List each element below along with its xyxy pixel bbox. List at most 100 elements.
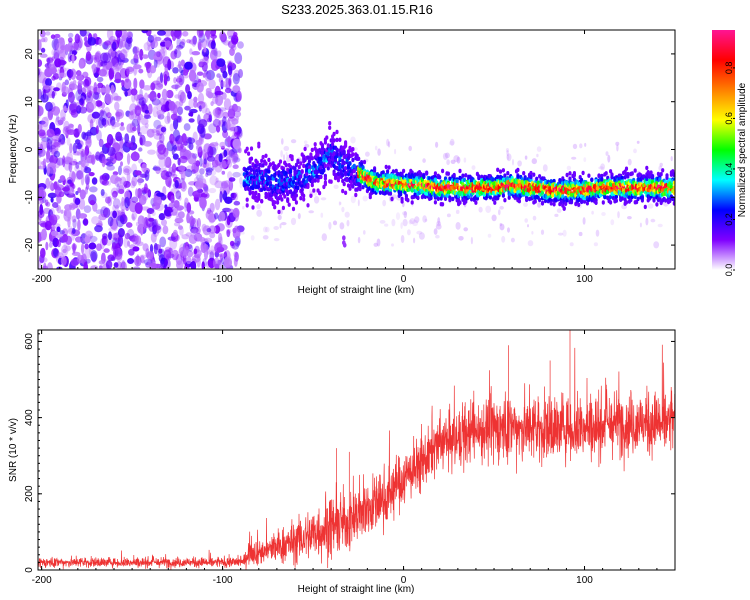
spectrogram-cell [226,119,231,131]
spectrogram-cell [54,127,61,136]
spectrogram-cell [117,228,125,238]
spectrogram-cell [352,163,356,169]
spectrogram-cell [645,165,649,171]
spectrogram-cell [522,171,526,176]
spectrogram-cell [184,168,193,178]
spectrogram-cell [210,101,214,107]
spectrogram-cell [99,88,108,93]
spectrogram-cell [339,169,343,174]
spectrogram-cell [84,246,92,259]
spectrogram-cell [56,157,65,166]
spectrogram-cell [501,193,505,198]
spectrogram-cell [302,193,306,198]
spectrogram-cell [164,40,172,48]
spectrogram-cell [118,185,125,194]
spectrogram-cell [532,190,536,195]
spectrogram-cell [75,191,79,195]
spectrogram-cell [162,56,171,68]
spectrogram-cell [146,208,155,214]
spectrogram-cell [516,174,520,179]
spectrogram-cell [565,198,569,203]
spectrogram-cell [88,90,93,96]
spectrogram-cell [313,142,317,147]
spectrogram-cell [174,101,181,109]
spectrogram-cell [124,133,130,144]
spectrogram-cell [152,166,161,171]
spectrogram-cell [536,180,540,186]
spectrogram-cell [191,36,197,47]
spectrogram-cell [316,178,320,183]
spectrogram-cell [46,128,55,138]
spectrogram-cell [216,125,221,133]
spectrogram-y-tick-label: -10 [24,190,35,205]
spectrogram-cell [609,200,613,205]
spectrogram-cell [344,166,348,171]
spectrogram-cell [39,53,48,58]
spectrogram-cell [218,107,227,112]
spectrogram-cell [214,180,224,189]
spectrogram-cell [40,121,49,132]
spectrogram-cell [175,254,183,266]
spectrogram-cell [99,174,108,185]
spectrogram-cell [195,227,201,235]
spectrogram-cell [152,55,162,60]
spectrogram-cell [529,174,533,180]
spectrogram-y-tick-label: 20 [24,48,35,60]
spectrogram-cell [153,57,158,69]
spectrogram-cell [451,196,455,202]
spectrogram-cell [593,242,599,247]
spectrogram-cell [95,100,103,107]
spectrogram-cell [121,79,125,88]
spectrogram-cell [218,77,223,84]
spectrogram-cell [94,51,100,61]
spectrogram-cell [133,64,142,70]
spectrogram-cell [524,155,528,160]
spectrogram-cell [196,255,201,268]
spectrogram-cell [221,170,226,175]
spectrogram-cell [212,118,221,128]
spectrogram-cell [387,165,391,170]
spectrogram-cell [623,170,627,175]
spectrogram-cell [620,175,624,181]
spectrogram-cell [338,201,341,206]
spectrogram-cell [66,129,76,136]
spectrogram-cell [152,34,158,44]
spectrogram-cell [377,148,381,156]
spectrogram-cell [319,174,323,180]
spectrogram-cell [448,141,455,146]
spectrogram-cell [125,222,133,228]
spectrogram-cell [98,219,102,227]
spectrogram-cell [137,115,141,125]
spectrogram-cell [170,113,178,121]
spectrogram-cell [474,200,478,205]
spectrogram-cell [636,196,640,202]
spectrogram-cell [250,235,255,241]
spectrogram-cell [162,47,167,58]
spectrogram-cell [216,223,225,232]
spectrogram-cell [313,163,317,168]
spectrogram-cell [538,174,542,179]
spectrogram-cell [346,219,350,227]
spectrogram-cell [470,236,473,245]
spectrogram-cell [98,69,108,77]
spectrogram-cell [62,228,68,237]
spectrogram-cell [104,40,111,46]
spectrogram-cell [68,70,72,81]
spectrogram-cell [78,59,85,69]
snr-y-label: SNR (10 * v/v) [8,418,19,482]
spectrogram-cell [339,201,342,205]
spectrogram-cell [600,177,604,182]
spectrogram-cell [50,197,54,203]
spectrogram-cell [138,194,147,206]
spectrogram-cell [80,243,85,255]
spectrogram-cell [159,236,167,248]
spectrogram-cell [336,178,340,183]
spectrogram-cell [665,173,669,178]
spectrogram-cell [227,159,231,165]
spectrogram-cell [171,84,180,90]
snr-x-label: Height of straight line (km) [298,584,415,595]
spectrogram-cell [118,165,122,176]
colorbar-tick-label: 0.0 [724,264,734,277]
spectrogram-cell [180,59,185,67]
spectrogram-cell [293,166,297,171]
